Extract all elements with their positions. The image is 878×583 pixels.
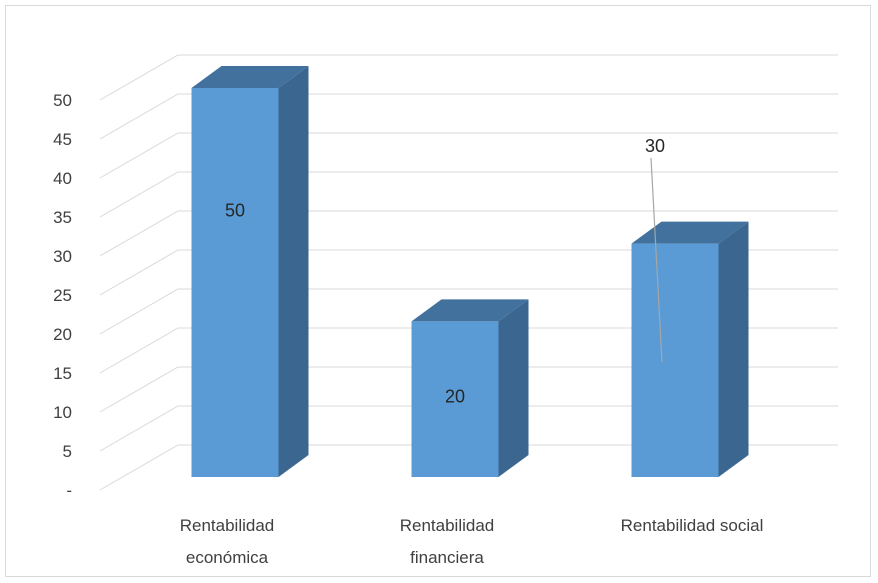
data-labels: 50 20 30: [225, 136, 665, 406]
bar-side: [498, 299, 529, 477]
y-tick-label: 15: [53, 364, 72, 383]
gridlines: [99, 54, 838, 491]
x-category-label: Rentabilidad social: [621, 516, 764, 535]
y-tick-label: 10: [53, 403, 72, 422]
gridline: [99, 171, 838, 218]
bar: [191, 66, 309, 477]
y-tick-label: 50: [53, 91, 72, 110]
x-category-label: Rentabilidad: [180, 516, 275, 535]
bar-top: [411, 299, 529, 322]
gridline: [99, 288, 838, 335]
y-tick-label: -: [66, 481, 72, 500]
data-label: 30: [645, 136, 665, 156]
x-category-label: financiera: [410, 548, 484, 567]
x-axis-categories: Rentabilidad económica Rentabilidad financi…: [180, 516, 764, 567]
bar-top: [191, 66, 309, 88]
data-label: 50: [225, 200, 245, 220]
gridline: [99, 366, 838, 413]
bar-side: [718, 221, 749, 477]
bar-front: [411, 321, 499, 477]
y-tick-label: 45: [53, 130, 72, 149]
y-tick-label: 25: [53, 286, 72, 305]
bar-side: [278, 66, 309, 477]
gridline: [99, 210, 838, 257]
x-category-label: Rentabilidad: [400, 516, 495, 535]
gridline: [99, 132, 838, 179]
y-tick-label: 35: [53, 208, 72, 227]
gridline: [99, 54, 838, 101]
bars: [191, 66, 749, 477]
gridline: [99, 405, 838, 452]
data-label-leader-line: [650, 157, 663, 363]
y-tick-label: 30: [53, 247, 72, 266]
gridline: [99, 249, 838, 296]
bar-front: [631, 243, 719, 477]
gridline: [99, 93, 838, 140]
gridline: [99, 444, 838, 491]
bar: [411, 299, 529, 477]
x-category-label: económica: [186, 548, 269, 567]
bar-front: [191, 88, 279, 477]
bar: [631, 221, 749, 477]
bar-top: [631, 221, 749, 244]
y-tick-label: 20: [53, 325, 72, 344]
y-tick-label: 40: [53, 169, 72, 188]
y-tick-label: 5: [63, 442, 72, 461]
y-axis-ticks: - 5 10 15 20 25 30 35 40 45 50: [53, 91, 72, 500]
data-label: 20: [445, 386, 465, 406]
gridline: [99, 327, 838, 374]
